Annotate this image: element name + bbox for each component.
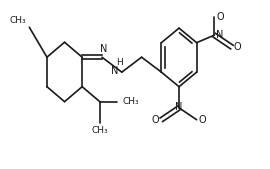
Text: N: N — [111, 66, 119, 76]
Text: N: N — [100, 44, 107, 54]
Text: CH₃: CH₃ — [9, 16, 26, 25]
Text: O: O — [151, 115, 159, 125]
Text: N: N — [216, 30, 223, 40]
Text: H: H — [116, 58, 123, 67]
Text: O: O — [234, 42, 241, 52]
Text: CH₃: CH₃ — [92, 126, 108, 135]
Text: O: O — [199, 115, 207, 125]
Text: CH₃: CH₃ — [123, 97, 139, 106]
Text: O: O — [216, 12, 224, 22]
Text: N: N — [175, 102, 183, 112]
